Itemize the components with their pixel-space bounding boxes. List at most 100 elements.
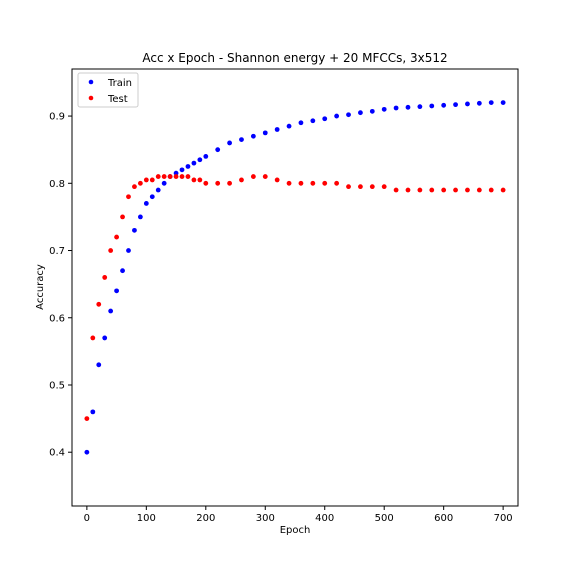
point-train (96, 362, 102, 368)
point-train (453, 102, 458, 108)
point-test (191, 177, 197, 183)
point-train (132, 227, 137, 233)
x-tick-label: 500 (375, 513, 394, 524)
x-tick-label: 700 (494, 513, 513, 524)
legend-marker-train (88, 79, 94, 85)
x-axis-title: Epoch (280, 525, 311, 536)
point-test (488, 187, 494, 193)
point-test (262, 174, 268, 179)
y-tick-label: 0.4 (49, 448, 65, 459)
point-test (143, 177, 149, 183)
point-train (358, 110, 363, 116)
point-test (197, 177, 203, 183)
point-test (173, 174, 179, 179)
point-train (250, 133, 256, 139)
chart-title: Acc x Epoch - Shannon energy + 20 MFCCs,… (142, 51, 447, 65)
axes-frame (71, 68, 519, 507)
x-tick-label: 200 (196, 513, 215, 524)
point-train (185, 164, 191, 169)
point-train (155, 187, 161, 193)
point-test (102, 275, 108, 280)
point-train (369, 108, 375, 114)
point-train (274, 127, 280, 132)
point-test (369, 184, 375, 190)
point-train (179, 167, 185, 173)
point-train (90, 409, 96, 415)
point-train (191, 160, 197, 166)
series-test (84, 174, 506, 421)
plot-area (71, 68, 519, 507)
point-test (274, 177, 280, 183)
point-train (161, 180, 167, 186)
point-train (108, 308, 114, 314)
y-tick-label: 0.7 (49, 246, 65, 257)
point-train (215, 147, 221, 153)
point-test (108, 248, 114, 253)
point-test (179, 174, 185, 179)
point-train (465, 101, 470, 107)
point-train (334, 113, 340, 119)
point-train (173, 170, 179, 176)
point-test (322, 180, 328, 186)
y-tick-label: 0.6 (49, 313, 65, 324)
point-train (262, 130, 268, 136)
point-test (132, 184, 137, 190)
point-train (393, 105, 399, 111)
y-axis-title: Accuracy (35, 264, 46, 310)
point-test (114, 234, 119, 240)
point-train (429, 103, 435, 109)
point-test (161, 174, 167, 179)
point-test (227, 180, 232, 186)
legend: Train Test (77, 72, 139, 108)
point-train (346, 112, 351, 118)
point-test (90, 335, 96, 341)
point-test (137, 180, 143, 186)
point-train (137, 214, 143, 220)
point-test (84, 416, 90, 421)
series-train (84, 100, 506, 455)
point-train (417, 104, 423, 110)
point-test (358, 184, 363, 190)
point-test (334, 180, 340, 186)
point-test (465, 187, 470, 193)
point-test (417, 187, 423, 193)
point-test (441, 187, 447, 193)
point-train (102, 335, 108, 341)
point-test (203, 180, 209, 186)
point-train (441, 102, 447, 108)
point-test (298, 180, 304, 186)
point-test (286, 180, 292, 186)
point-train (120, 268, 125, 274)
point-train (197, 157, 203, 163)
point-test (96, 301, 102, 307)
x-tick-label: 100 (137, 513, 156, 524)
point-train (381, 106, 387, 112)
y-tick-label: 0.9 (49, 112, 65, 123)
legend-label-test: Test (107, 94, 128, 105)
legend-marker-test (88, 95, 94, 101)
y-ticks: 0.4 0.5 0.6 0.7 0.8 0.9 (49, 112, 72, 459)
y-tick-label: 0.8 (49, 179, 65, 190)
point-train (239, 137, 244, 142)
point-train (126, 248, 131, 253)
point-test (185, 174, 191, 179)
point-test (250, 174, 256, 179)
point-test (155, 174, 161, 179)
point-test (126, 194, 131, 200)
point-test (429, 187, 435, 193)
x-tick-label: 300 (256, 513, 275, 524)
point-test (215, 180, 221, 186)
points-layer (84, 100, 506, 455)
point-train (500, 100, 506, 106)
point-train (476, 100, 482, 106)
point-train (298, 120, 304, 126)
legend-label-train: Train (107, 78, 132, 89)
x-tick-label: 0 (84, 513, 90, 524)
point-train (143, 201, 149, 206)
x-tick-label: 600 (434, 513, 453, 524)
point-test (310, 180, 316, 186)
point-train (322, 116, 328, 122)
point-test (453, 187, 458, 193)
point-test (239, 177, 244, 183)
